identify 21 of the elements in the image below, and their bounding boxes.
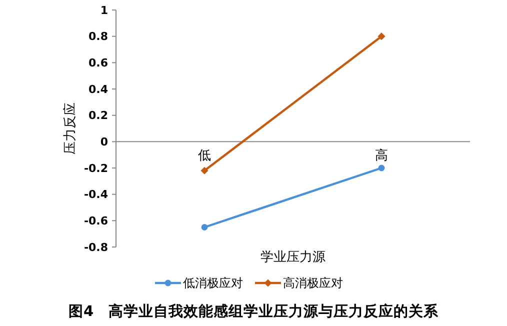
- y-tick-label: -0.4: [84, 188, 108, 202]
- y-tick-label: 0.2: [88, 109, 108, 122]
- y-tick-label: 0.6: [88, 56, 108, 70]
- point: [200, 166, 208, 174]
- y-tick-label: 0.8: [88, 30, 108, 44]
- legend-label: 高消极应对: [283, 276, 343, 290]
- y-axis-title: 压力反应: [62, 102, 78, 154]
- y-tick-label: 0: [100, 136, 108, 149]
- point: [378, 32, 386, 40]
- y-tick-label: -0.2: [84, 162, 108, 175]
- text: 图4 高学业自我效能感组学业压力源与压力反应的关系: [68, 302, 440, 320]
- x-tick-label: 高: [375, 148, 388, 164]
- point: [201, 224, 208, 230]
- x-tick-label: 低: [198, 148, 211, 164]
- y-tick-label: -0.8: [84, 240, 108, 254]
- point: [378, 164, 385, 172]
- y-tick-label: 1: [100, 4, 108, 17]
- y-tick-label: -0.6: [84, 214, 108, 228]
- legend-label: 低消极应对: [183, 276, 243, 290]
- x-axis-title: 学业压力源: [260, 250, 326, 265]
- y-tick-label: 0.4: [88, 82, 108, 96]
